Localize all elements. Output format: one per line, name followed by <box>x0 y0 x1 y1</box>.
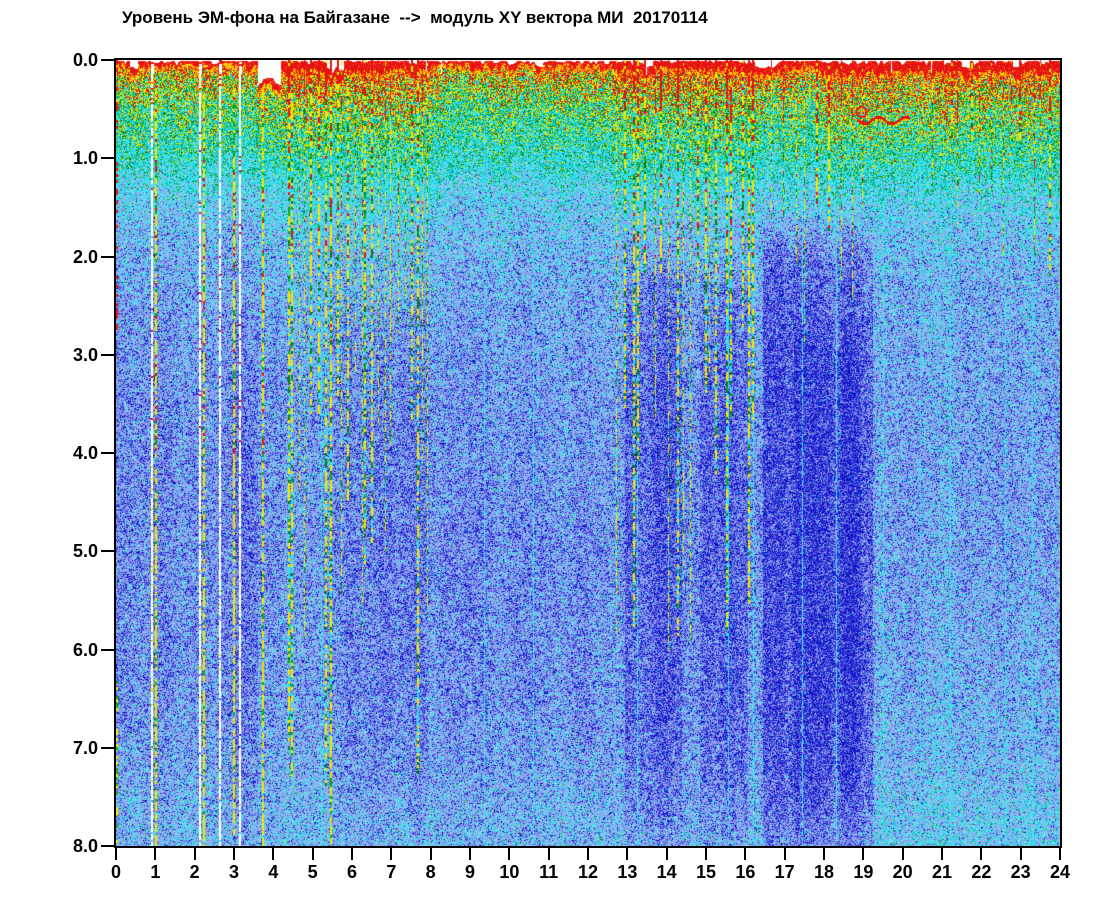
x-tick-label: 5 <box>307 862 318 882</box>
x-tick-label: 22 <box>971 862 992 882</box>
x-axis-tick <box>1059 848 1061 860</box>
x-tick-label: 21 <box>931 862 953 882</box>
y-axis-tick <box>101 452 114 454</box>
x-axis-tick <box>351 848 353 860</box>
x-tick-label: 7 <box>386 862 397 882</box>
x-tick-label: 0 <box>110 862 121 882</box>
x-axis-tick <box>1019 848 1022 860</box>
x-axis-tick <box>272 848 275 860</box>
x-tick-label: 3 <box>228 862 239 882</box>
y-axis-tick <box>101 746 114 749</box>
x-tick-label: 18 <box>813 862 835 882</box>
x-axis-tick <box>469 848 471 860</box>
x-tick-label: 23 <box>1010 862 1031 882</box>
x-tick-label: 10 <box>499 862 520 882</box>
x-axis-tick <box>901 848 904 860</box>
x-axis-tick <box>154 848 157 860</box>
x-tick-label: 9 <box>464 862 475 882</box>
x-tick-label: 20 <box>892 862 913 882</box>
y-axis-tick <box>101 648 114 651</box>
y-axis-tick <box>101 353 114 356</box>
y-tick-label: 3.0 <box>72 344 98 365</box>
plot-frame <box>114 58 1062 848</box>
chart-title: Уровень ЭМ-фона на Байгазане --> модуль … <box>122 8 708 27</box>
x-axis-tick <box>587 848 589 860</box>
x-axis-tick <box>193 848 196 860</box>
x-tick-label: 1 <box>150 862 161 882</box>
y-axis-tick <box>101 255 114 258</box>
y-tick-label: 5.0 <box>72 541 98 562</box>
x-tick-label: 4 <box>268 862 279 882</box>
x-axis-tick <box>115 848 117 860</box>
y-tick-label: 2.0 <box>72 246 98 267</box>
x-axis-tick <box>547 848 550 860</box>
x-tick-label: 15 <box>695 862 717 882</box>
y-tick-label: 0.0 <box>72 50 98 70</box>
x-axis-tick <box>823 848 825 860</box>
x-axis-tick <box>783 848 786 860</box>
y-tick-label: 4.0 <box>72 443 98 463</box>
x-tick-label: 24 <box>1049 862 1071 882</box>
x-axis-tick <box>626 848 629 860</box>
x-axis-tick <box>705 848 707 860</box>
x-axis-tick <box>665 848 668 860</box>
x-tick-label: 12 <box>577 862 599 882</box>
x-axis-tick <box>862 848 865 860</box>
x-tick-label: 2 <box>189 862 200 882</box>
y-axis-tick <box>101 59 114 61</box>
y-tick-label: 8.0 <box>72 836 98 856</box>
y-axis-tick <box>101 845 114 847</box>
x-tick-label: 6 <box>346 862 357 882</box>
x-tick-label: 8 <box>425 862 436 882</box>
x-axis-tick <box>941 848 943 860</box>
y-axis-tick <box>101 550 114 553</box>
x-axis-tick <box>390 848 393 860</box>
spectrogram-canvas <box>116 60 1060 846</box>
x-axis-tick <box>980 848 983 860</box>
x-axis-tick <box>744 848 747 860</box>
y-tick-label: 6.0 <box>72 639 98 660</box>
x-tick-label: 13 <box>617 862 638 882</box>
x-tick-label: 17 <box>774 862 795 882</box>
y-tick-label: 7.0 <box>72 737 98 758</box>
x-axis-tick <box>508 848 511 860</box>
y-axis-tick <box>101 157 114 160</box>
x-axis-tick <box>233 848 235 860</box>
x-axis-tick <box>311 848 314 860</box>
y-tick-label: 1.0 <box>72 148 98 169</box>
x-tick-label: 19 <box>853 862 874 882</box>
x-tick-label: 14 <box>656 862 677 882</box>
x-tick-label: 16 <box>735 862 756 882</box>
x-tick-label: 11 <box>539 862 559 882</box>
x-axis-tick <box>429 848 432 860</box>
